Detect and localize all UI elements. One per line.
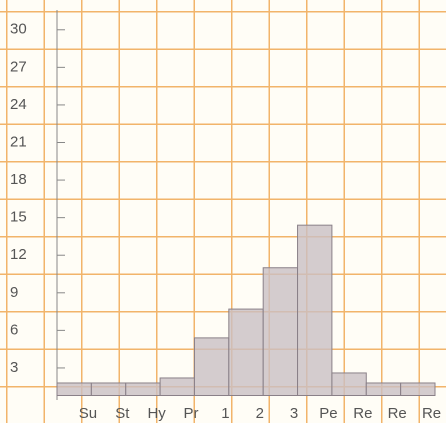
bar — [159, 377, 195, 396]
bar — [90, 382, 127, 397]
x-tick-label: Pe — [319, 405, 337, 422]
x-tick-label: Re — [422, 405, 441, 422]
bar — [400, 382, 436, 397]
bar — [125, 382, 161, 397]
y-tick-label: 30 — [10, 21, 27, 38]
x-tick-label: Su — [79, 405, 97, 422]
bar — [331, 372, 367, 396]
x-tick-label: Re — [388, 405, 407, 422]
y-tick-label: 6 — [10, 321, 18, 338]
y-tick-label: 21 — [10, 133, 27, 150]
y-tick-label: 27 — [10, 58, 27, 75]
x-tick-label: 2 — [256, 405, 264, 422]
bar — [365, 382, 402, 397]
x-tick-label: 3 — [290, 405, 298, 422]
x-tick-label: 1 — [221, 405, 229, 422]
y-tick-label: 24 — [10, 96, 27, 113]
bar — [56, 382, 92, 397]
y-tick-label: 18 — [10, 171, 27, 188]
bar — [262, 267, 299, 396]
x-tick-label: Re — [353, 405, 372, 422]
x-tick-label: St — [115, 405, 130, 422]
bar — [297, 224, 333, 396]
x-tick-label: Pr — [184, 405, 199, 422]
y-tick-label: 3 — [10, 359, 18, 376]
x-tick-label: Hy — [147, 405, 166, 422]
y-tick-label: 12 — [10, 246, 27, 263]
bar — [193, 337, 230, 396]
y-tick-label: 9 — [10, 284, 18, 301]
y-tick-label: 15 — [10, 209, 27, 226]
bar — [228, 308, 264, 396]
